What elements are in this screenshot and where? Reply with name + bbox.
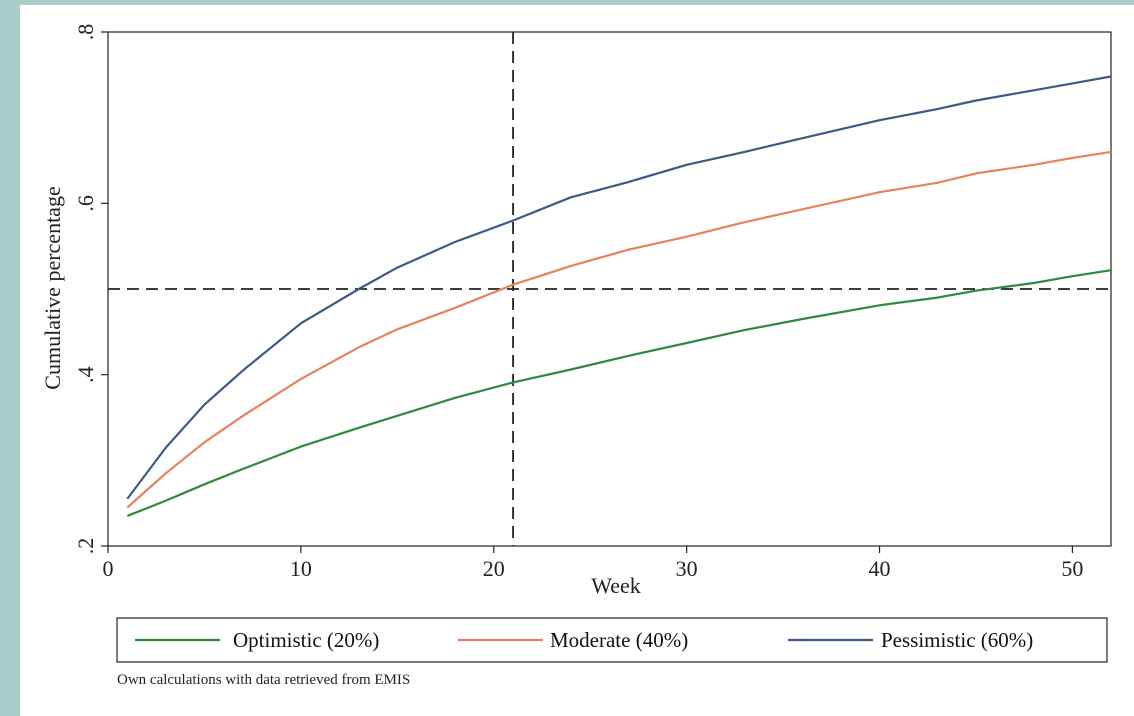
legend-label-moderate: Moderate (40%)	[550, 628, 688, 652]
reference-lines	[108, 32, 1111, 546]
legend-label-optimistic: Optimistic (20%)	[233, 628, 379, 652]
y-tick-label: .8	[73, 24, 98, 41]
x-tick-label: 40	[869, 556, 891, 581]
figure-panel: 0 10 20 30 40 50 .2 .4 .6 .8 Week Cumulative per…	[20, 5, 1134, 716]
y-tick-label: .6	[73, 195, 98, 212]
x-tick-label: 30	[676, 556, 698, 581]
y-tick-label: .4	[73, 366, 98, 383]
x-axis: 0 10 20 30 40 50	[103, 546, 1083, 581]
y-axis: .2 .4 .6 .8	[73, 24, 108, 555]
legend: Optimistic (20%) Moderate (40%) Pessimisti…	[135, 628, 1033, 652]
source-note: Own calculations with data retrieved fro…	[117, 672, 411, 688]
legend-label-pessimistic: Pessimistic (60%)	[881, 628, 1033, 652]
x-tick-label: 0	[103, 556, 114, 581]
line-chart: 0 10 20 30 40 50 .2 .4 .6 .8 Week Cumulative per…	[40, 24, 1112, 663]
x-tick-label: 20	[483, 556, 505, 581]
series-line-optimistic	[126, 269, 1112, 518]
y-tick-label: .2	[73, 538, 98, 555]
x-axis-title: Week	[591, 573, 641, 598]
y-axis-title: Cumulative percentage	[40, 186, 65, 389]
x-tick-label: 50	[1061, 556, 1083, 581]
x-tick-label: 10	[290, 556, 312, 581]
series-line-moderate	[126, 150, 1112, 509]
series-line-pessimistic	[126, 75, 1112, 500]
data-series	[126, 75, 1112, 518]
legend-box	[116, 617, 1108, 663]
